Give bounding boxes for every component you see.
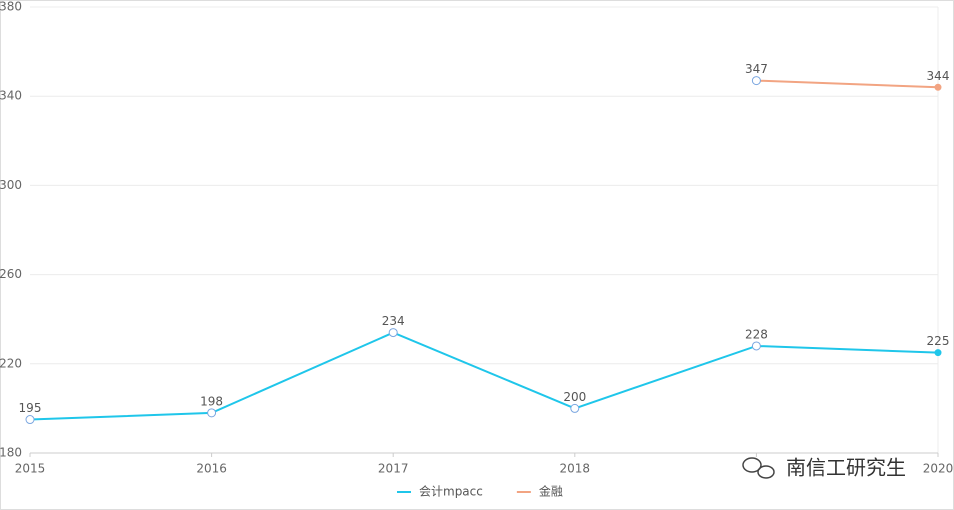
point	[25, 415, 35, 425]
data-label: 195	[19, 401, 42, 415]
legend-label: 金融	[539, 484, 563, 499]
data-label: 200	[563, 390, 586, 404]
point	[751, 76, 761, 86]
point	[207, 408, 217, 418]
data-label: 234	[382, 314, 405, 328]
y-tick-label: 340	[0, 89, 22, 103]
data-label: 347	[745, 62, 768, 76]
x-tick-label: 2016	[196, 462, 227, 476]
point	[570, 403, 580, 413]
y-tick-label: 260	[0, 267, 22, 281]
point	[751, 341, 761, 351]
x-tick-label: 2017	[378, 462, 409, 476]
watermark-icon	[757, 465, 775, 479]
watermark-icon	[742, 457, 762, 473]
data-label: 198	[200, 394, 223, 408]
y-tick-label: 220	[0, 356, 22, 370]
data-label: 225	[927, 334, 950, 348]
data-label: 228	[745, 327, 768, 341]
x-tick-label: 2020	[923, 462, 954, 476]
data-label: 344	[927, 69, 950, 83]
point	[388, 328, 398, 338]
y-tick-label: 380	[0, 0, 22, 14]
point	[934, 349, 942, 357]
x-tick-label: 2018	[560, 462, 591, 476]
watermark-text: 南信工研究生	[786, 456, 906, 480]
watermark: 南信工研究生	[742, 456, 906, 480]
legend-label: 会计mpacc	[419, 485, 483, 499]
series-line	[29, 331, 939, 421]
y-tick-label: 300	[0, 178, 22, 192]
series-line	[756, 79, 939, 89]
point	[934, 83, 942, 91]
x-tick-label: 2015	[15, 462, 46, 476]
y-tick-label: 180	[0, 446, 22, 460]
